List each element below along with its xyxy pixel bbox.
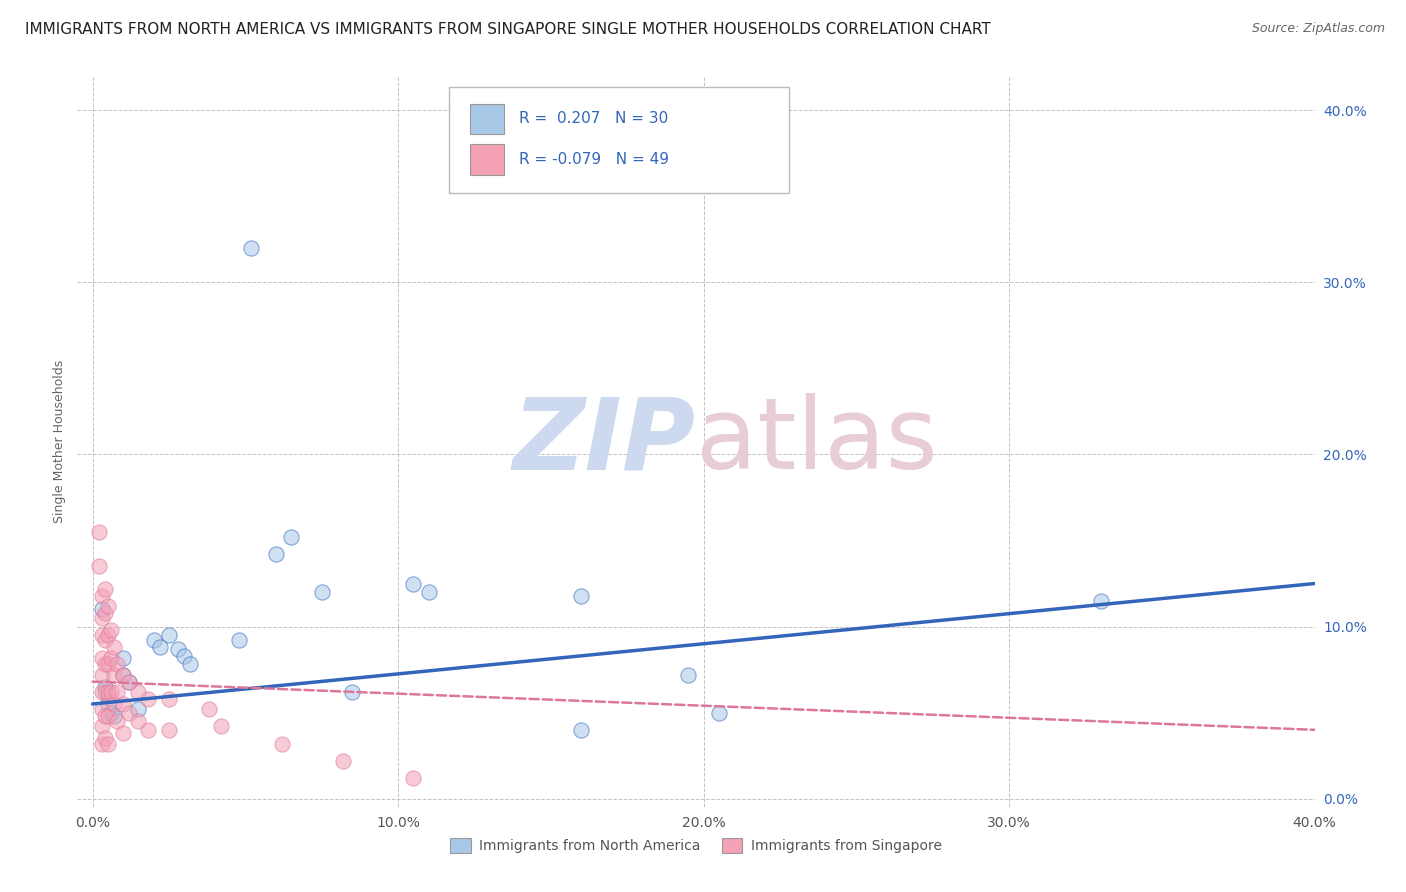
Point	[105, 714, 128, 729]
Point	[90, 611, 112, 625]
Point	[97, 628, 120, 642]
Point	[228, 633, 250, 648]
Point	[94, 731, 117, 746]
Text: ZIP: ZIP	[513, 393, 696, 490]
Point	[87, 524, 110, 539]
Point	[94, 657, 117, 672]
Point	[90, 702, 112, 716]
Point	[402, 771, 425, 785]
Point	[97, 689, 120, 703]
Point	[136, 723, 159, 737]
Point	[418, 585, 440, 599]
Point	[342, 685, 364, 699]
Point	[103, 709, 125, 723]
Point	[103, 640, 125, 655]
Point	[112, 667, 135, 681]
Point	[678, 667, 700, 681]
Point	[118, 674, 141, 689]
Point	[311, 585, 333, 599]
Point	[105, 657, 128, 672]
Point	[105, 685, 128, 699]
Point	[127, 714, 149, 729]
FancyBboxPatch shape	[449, 87, 789, 193]
Point	[112, 650, 135, 665]
Point	[127, 685, 149, 699]
Point	[264, 547, 287, 561]
Point	[157, 628, 180, 642]
Point	[157, 723, 180, 737]
Point	[271, 737, 294, 751]
Point	[240, 241, 263, 255]
Text: IMMIGRANTS FROM NORTH AMERICA VS IMMIGRANTS FROM SINGAPORE SINGLE MOTHER HOUSEHO: IMMIGRANTS FROM NORTH AMERICA VS IMMIGRA…	[25, 22, 991, 37]
Point	[112, 726, 135, 740]
Point	[112, 697, 135, 711]
Point	[571, 723, 593, 737]
Point	[142, 633, 165, 648]
Point	[90, 685, 112, 699]
Point	[94, 709, 117, 723]
Point	[90, 589, 112, 603]
Point	[209, 719, 232, 733]
Point	[571, 589, 593, 603]
Point	[90, 737, 112, 751]
Point	[90, 650, 112, 665]
Point	[179, 657, 201, 672]
Point	[90, 719, 112, 733]
Point	[118, 706, 141, 720]
Point	[97, 599, 120, 613]
Point	[173, 648, 195, 663]
Point	[87, 559, 110, 574]
Text: atlas: atlas	[696, 393, 938, 490]
Point	[103, 667, 125, 681]
Point	[94, 685, 117, 699]
Bar	[470, 103, 505, 135]
Text: R =  0.207   N = 30: R = 0.207 N = 30	[519, 112, 668, 127]
Point	[97, 737, 120, 751]
Point	[90, 667, 112, 681]
Text: Source: ZipAtlas.com: Source: ZipAtlas.com	[1251, 22, 1385, 36]
Point	[103, 697, 125, 711]
Point	[94, 582, 117, 596]
Point	[97, 697, 120, 711]
Point	[94, 606, 117, 620]
Text: R = -0.079   N = 49: R = -0.079 N = 49	[519, 152, 669, 167]
Point	[97, 657, 120, 672]
Point	[97, 709, 120, 723]
Point	[94, 680, 117, 694]
Legend: Immigrants from North America, Immigrants from Singapore: Immigrants from North America, Immigrant…	[444, 833, 948, 859]
Point	[118, 674, 141, 689]
Point	[100, 623, 122, 637]
Point	[100, 706, 122, 720]
Point	[100, 685, 122, 699]
Point	[90, 602, 112, 616]
Point	[1090, 593, 1112, 607]
Point	[707, 706, 730, 720]
Point	[332, 754, 354, 768]
Y-axis label: Single Mother Households: Single Mother Households	[53, 359, 66, 524]
Point	[90, 628, 112, 642]
Point	[149, 640, 172, 655]
Point	[197, 702, 219, 716]
Point	[402, 576, 425, 591]
Bar	[470, 144, 505, 175]
Point	[94, 633, 117, 648]
Point	[157, 691, 180, 706]
Point	[112, 667, 135, 681]
Point	[100, 650, 122, 665]
Point	[167, 641, 190, 656]
Point	[97, 685, 120, 699]
Point	[127, 702, 149, 716]
Point	[280, 530, 302, 544]
Point	[136, 691, 159, 706]
